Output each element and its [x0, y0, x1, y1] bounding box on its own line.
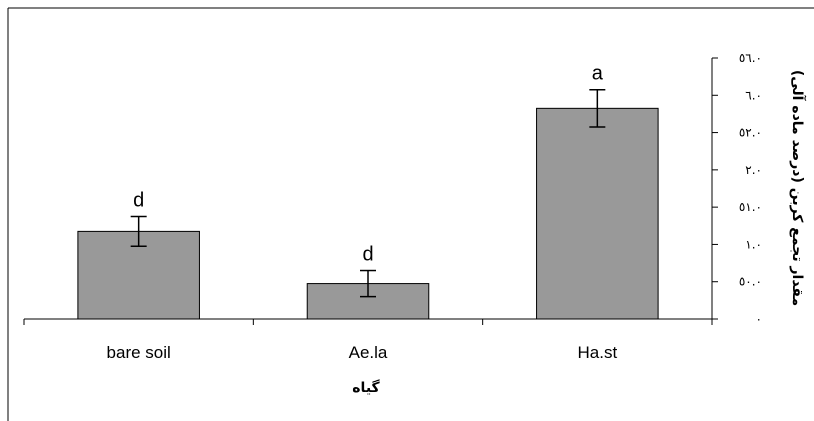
- y-tick-label: ٥١.٠: [739, 200, 762, 214]
- x-axis-title: گیاه: [352, 379, 380, 396]
- y-tick-label: ٢.٠: [745, 163, 762, 177]
- y-tick-label: ٥٦.٠: [739, 51, 762, 65]
- significance-letter: a: [592, 63, 604, 85]
- x-category-label: bare soil: [107, 343, 171, 362]
- x-category-label: Ae.la: [349, 343, 388, 362]
- y-axis-title: (درصد ماده آلی) مقدار تجمع کربن: [789, 70, 807, 306]
- significance-letter: d: [133, 189, 144, 211]
- x-category-label: Ha.st: [577, 343, 617, 362]
- y-tick-label: ٠: [756, 312, 762, 326]
- bar-ha-st: [536, 107, 659, 320]
- y-tick-label: ١.٠: [745, 237, 762, 251]
- y-tick-label: ٥٢.٠: [739, 126, 762, 140]
- y-tick-label: ٦.٠: [745, 88, 762, 102]
- y-tick-label: ٥٠.٠: [739, 275, 762, 289]
- significance-letter: d: [362, 244, 373, 266]
